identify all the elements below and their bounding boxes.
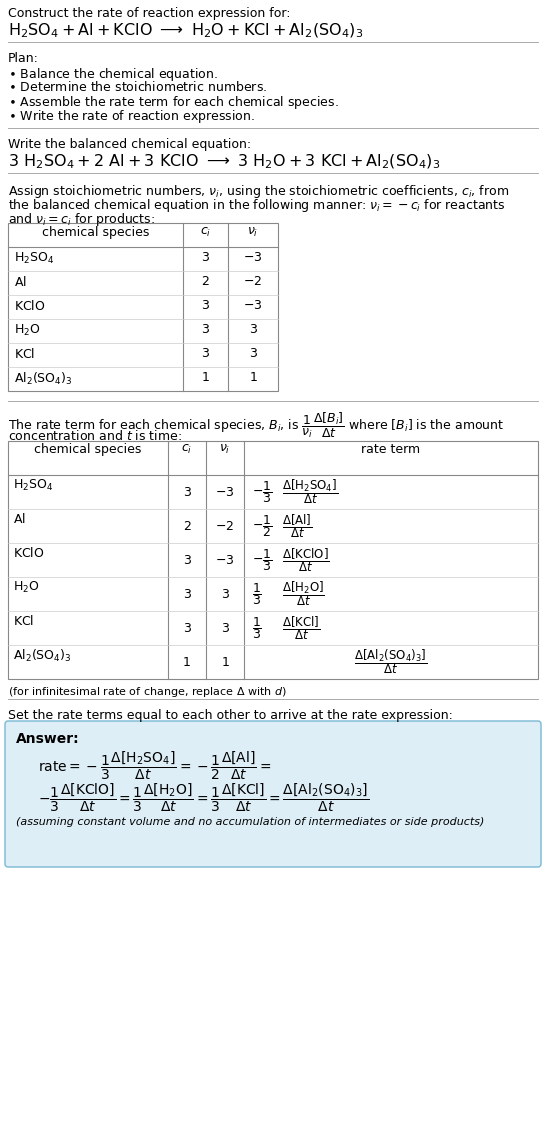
Text: $-3$: $-3$ <box>215 485 235 499</box>
Text: $-2$: $-2$ <box>216 519 235 533</box>
Text: $-3$: $-3$ <box>244 299 263 312</box>
Text: The rate term for each chemical species, $B_i$, is $\dfrac{1}{\nu_i}\dfrac{\Delt: The rate term for each chemical species,… <box>8 411 505 440</box>
Text: $\dfrac{\Delta[\mathrm{Al_2(SO_4)_3}]}{\Delta t}$: $\dfrac{\Delta[\mathrm{Al_2(SO_4)_3}]}{\… <box>354 648 428 676</box>
Text: $\dfrac{\Delta[\mathrm{H_2SO_4}]}{\Delta t}$: $\dfrac{\Delta[\mathrm{H_2SO_4}]}{\Delta… <box>282 477 338 507</box>
Text: $\dfrac{\Delta[\mathrm{KCl}]}{\Delta t}$: $\dfrac{\Delta[\mathrm{KCl}]}{\Delta t}$ <box>282 615 321 642</box>
Text: 3: 3 <box>183 485 191 499</box>
Text: $-\dfrac{1}{2}$: $-\dfrac{1}{2}$ <box>252 513 272 539</box>
Text: Set the rate terms equal to each other to arrive at the rate expression:: Set the rate terms equal to each other t… <box>8 709 453 722</box>
Text: Construct the rate of reaction expression for:: Construct the rate of reaction expressio… <box>8 7 290 20</box>
Text: $\dfrac{1}{3}$: $\dfrac{1}{3}$ <box>252 615 262 641</box>
Text: $\bullet$ Determine the stoichiometric numbers.: $\bullet$ Determine the stoichiometric n… <box>8 81 267 94</box>
Text: $\mathrm{Al}$: $\mathrm{Al}$ <box>14 276 27 289</box>
Text: $\bullet$ Balance the chemical equation.: $\bullet$ Balance the chemical equation. <box>8 66 218 83</box>
Text: $-3$: $-3$ <box>215 553 235 567</box>
Text: $\dfrac{\Delta[\mathrm{Al}]}{\Delta t}$: $\dfrac{\Delta[\mathrm{Al}]}{\Delta t}$ <box>282 513 312 540</box>
Text: 3: 3 <box>183 621 191 635</box>
Bar <box>8 223 278 391</box>
Text: Write the balanced chemical equation:: Write the balanced chemical equation: <box>8 138 251 151</box>
Text: $-2$: $-2$ <box>244 276 263 288</box>
Text: chemical species: chemical species <box>42 226 149 239</box>
Text: $\mathrm{KClO}$: $\mathrm{KClO}$ <box>13 545 45 560</box>
Text: (assuming constant volume and no accumulation of intermediates or side products): (assuming constant volume and no accumul… <box>16 816 484 827</box>
Text: $\bullet$ Write the rate of reaction expression.: $\bullet$ Write the rate of reaction exp… <box>8 108 255 125</box>
Text: 3: 3 <box>201 323 210 336</box>
Text: $3$: $3$ <box>221 621 229 635</box>
Text: 3: 3 <box>183 553 191 567</box>
Text: and $\nu_i = c_i$ for products:: and $\nu_i = c_i$ for products: <box>8 211 155 228</box>
Text: chemical species: chemical species <box>34 443 142 456</box>
Text: Answer:: Answer: <box>16 733 80 746</box>
Text: 1: 1 <box>201 371 210 384</box>
Text: 3: 3 <box>201 347 210 359</box>
Text: $\mathrm{H_2O}$: $\mathrm{H_2O}$ <box>14 323 40 338</box>
Text: Assign stoichiometric numbers, $\nu_i$, using the stoichiometric coefficients, $: Assign stoichiometric numbers, $\nu_i$, … <box>8 183 509 200</box>
Text: $-\dfrac{1}{3}\dfrac{\Delta[\mathrm{KClO}]}{\Delta t}= \dfrac{1}{3}\dfrac{\Delta: $-\dfrac{1}{3}\dfrac{\Delta[\mathrm{KClO… <box>38 782 369 814</box>
Text: 2: 2 <box>201 276 210 288</box>
Text: Plan:: Plan: <box>8 52 39 65</box>
Text: rate term: rate term <box>361 443 420 456</box>
Text: $\mathrm{rate} = -\dfrac{1}{3}\dfrac{\Delta[\mathrm{H_2SO_4}]}{\Delta t}= -\dfra: $\mathrm{rate} = -\dfrac{1}{3}\dfrac{\De… <box>38 750 271 782</box>
Text: $\mathrm{Al}$: $\mathrm{Al}$ <box>13 511 26 526</box>
Text: (for infinitesimal rate of change, replace $\Delta$ with $d$): (for infinitesimal rate of change, repla… <box>8 685 287 699</box>
Text: the balanced chemical equation in the following manner: $\nu_i = -c_i$ for react: the balanced chemical equation in the fo… <box>8 197 506 214</box>
Text: $\dfrac{1}{3}$: $\dfrac{1}{3}$ <box>252 581 262 607</box>
Text: $\mathrm{3\ H_2SO_4 + 2\ Al + 3\ KClO\ \longrightarrow\ 3\ H_2O + 3\ KCl + Al_2(: $\mathrm{3\ H_2SO_4 + 2\ Al + 3\ KClO\ \… <box>8 153 440 171</box>
Text: $3$: $3$ <box>248 323 258 336</box>
Text: $\nu_i$: $\nu_i$ <box>219 443 231 456</box>
Text: $1$: $1$ <box>248 371 257 384</box>
Text: $-\dfrac{1}{3}$: $-\dfrac{1}{3}$ <box>252 547 272 573</box>
Text: 1: 1 <box>183 655 191 669</box>
Text: $\mathrm{H_2SO_4}$: $\mathrm{H_2SO_4}$ <box>13 479 54 493</box>
Text: $\mathrm{Al_2(SO_4)_3}$: $\mathrm{Al_2(SO_4)_3}$ <box>13 648 72 665</box>
Text: concentration and $t$ is time:: concentration and $t$ is time: <box>8 429 182 443</box>
Text: $\dfrac{\Delta[\mathrm{H_2O}]}{\Delta t}$: $\dfrac{\Delta[\mathrm{H_2O}]}{\Delta t}… <box>282 579 325 609</box>
Text: 3: 3 <box>183 587 191 601</box>
Text: $\mathrm{KCl}$: $\mathrm{KCl}$ <box>13 613 34 628</box>
Text: $\nu_i$: $\nu_i$ <box>247 226 259 239</box>
Text: 3: 3 <box>201 299 210 312</box>
Text: $\mathrm{H_2SO_4}$: $\mathrm{H_2SO_4}$ <box>14 251 54 266</box>
Text: $\mathrm{KClO}$: $\mathrm{KClO}$ <box>14 299 45 313</box>
Text: $\mathrm{Al_2(SO_4)_3}$: $\mathrm{Al_2(SO_4)_3}$ <box>14 371 73 387</box>
Text: $\mathrm{KCl}$: $\mathrm{KCl}$ <box>14 347 35 361</box>
Text: $\dfrac{\Delta[\mathrm{KClO}]}{\Delta t}$: $\dfrac{\Delta[\mathrm{KClO}]}{\Delta t}… <box>282 547 330 574</box>
Text: $\mathrm{H_2O}$: $\mathrm{H_2O}$ <box>13 579 39 595</box>
Text: $-3$: $-3$ <box>244 251 263 264</box>
Text: 2: 2 <box>183 519 191 533</box>
FancyBboxPatch shape <box>5 721 541 868</box>
Text: $-\dfrac{1}{3}$: $-\dfrac{1}{3}$ <box>252 479 272 505</box>
Text: $1$: $1$ <box>221 655 229 669</box>
Text: 3: 3 <box>201 251 210 264</box>
Text: $\mathrm{H_2SO_4 + Al + KClO\ \longrightarrow\ H_2O + KCl + Al_2(SO_4)_3}$: $\mathrm{H_2SO_4 + Al + KClO\ \longright… <box>8 22 363 41</box>
Bar <box>8 441 538 679</box>
Text: $\bullet$ Assemble the rate term for each chemical species.: $\bullet$ Assemble the rate term for eac… <box>8 94 339 111</box>
Text: $3$: $3$ <box>221 587 229 601</box>
Text: $c_i$: $c_i$ <box>200 226 211 239</box>
Text: $3$: $3$ <box>248 347 258 359</box>
Text: $c_i$: $c_i$ <box>181 443 193 456</box>
